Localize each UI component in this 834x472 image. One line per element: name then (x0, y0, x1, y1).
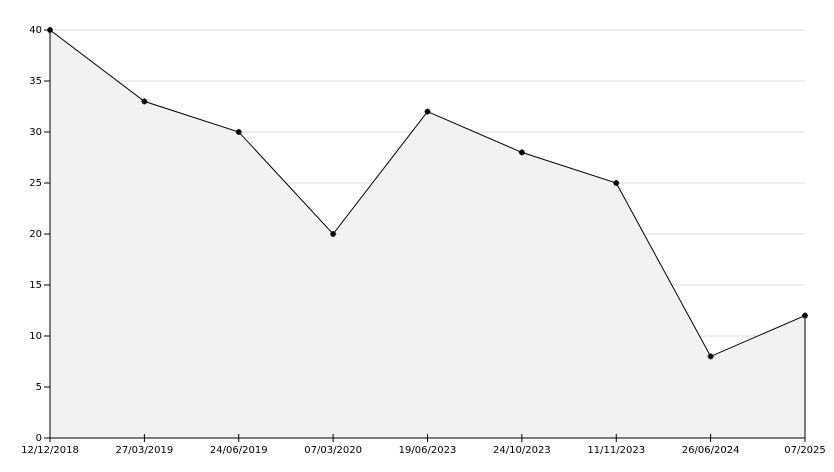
marker (330, 231, 337, 237)
x-tick-label: 26/06/2024 (682, 445, 740, 456)
y-tick-label: 35 (29, 76, 42, 87)
marker (424, 108, 431, 115)
y-tick-label: 5 (36, 382, 42, 393)
x-tick-label: 11/11/2023 (587, 445, 645, 456)
y-tick-label: 25 (29, 178, 42, 189)
y-tick-label: 30 (29, 127, 42, 138)
x-tick-label: 24/06/2019 (210, 445, 268, 456)
y-tick-label: 40 (29, 25, 42, 36)
x-tick-label: 07/2025 (784, 445, 826, 456)
x-tick-label: 07/03/2020 (304, 445, 362, 456)
marker (141, 98, 148, 105)
y-tick-label: 20 (29, 229, 42, 240)
x-tick-label: 27/03/2019 (116, 445, 174, 456)
y-tick-label: 15 (29, 280, 42, 291)
marker (707, 353, 714, 360)
marker (235, 129, 242, 135)
marker (613, 180, 620, 186)
y-tick-label: 10 (29, 331, 42, 342)
marker (518, 149, 525, 156)
x-tick-label: 19/06/2023 (399, 445, 457, 456)
x-tick-label: 12/12/2018 (21, 445, 79, 456)
y-tick-label: 0 (36, 433, 42, 444)
x-tick-label: 24/10/2023 (493, 445, 551, 456)
